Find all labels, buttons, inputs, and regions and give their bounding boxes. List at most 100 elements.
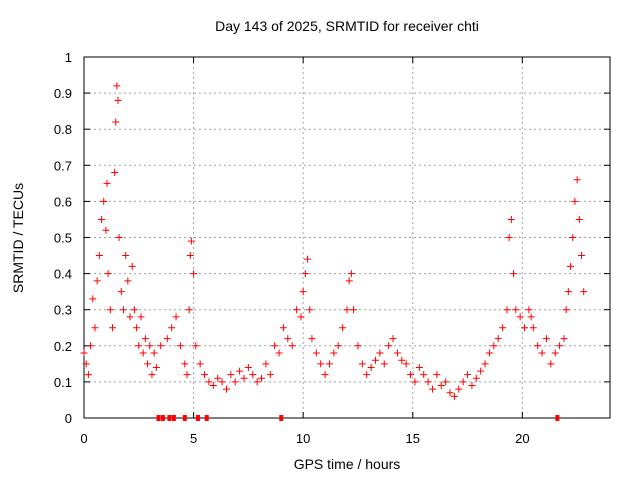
data-point: [227, 371, 235, 379]
data-point: [115, 234, 123, 241]
data-point: [343, 306, 351, 314]
data-point: [87, 342, 95, 350]
data-point: [137, 313, 145, 321]
y-tick-label: 0.4: [54, 267, 72, 282]
data-point: [186, 252, 194, 260]
data-point: [80, 349, 88, 357]
data-point: [424, 378, 432, 386]
data-point: [139, 349, 147, 357]
gap-marker: [279, 415, 284, 421]
gap-marker: [555, 415, 560, 421]
data-point: [564, 288, 572, 296]
data-point: [249, 371, 257, 379]
data-point: [325, 360, 333, 368]
data-point: [567, 262, 575, 270]
data-point: [505, 234, 513, 241]
data-point: [185, 306, 193, 314]
data-point: [104, 270, 112, 278]
data-point: [411, 378, 419, 386]
data-point: [297, 313, 305, 321]
gap-marker: [156, 415, 161, 421]
data-point: [358, 360, 366, 368]
data-point: [119, 306, 127, 314]
data-point: [113, 82, 121, 90]
data-point: [93, 277, 101, 285]
data-point: [499, 324, 507, 332]
data-point: [560, 335, 568, 343]
data-point: [398, 356, 406, 364]
plot-frame: [83, 56, 611, 419]
y-tick-label: 0.1: [54, 375, 72, 390]
gap-marker: [204, 415, 209, 421]
data-point: [284, 335, 292, 343]
x-axis-label: GPS time / hours: [293, 456, 401, 472]
data-point: [112, 118, 120, 126]
data-point: [133, 324, 141, 332]
gap-marker: [182, 415, 187, 421]
data-point: [575, 215, 583, 223]
data-point: [209, 382, 217, 390]
data-point: [363, 371, 371, 379]
data-point: [428, 385, 436, 393]
data-point: [181, 360, 189, 368]
data-point: [102, 226, 110, 234]
data-point: [578, 252, 586, 260]
y-tick-label: 0.9: [54, 86, 72, 101]
y-tick-label: 0.3: [54, 303, 72, 318]
data-point: [371, 356, 379, 364]
data-point: [288, 342, 296, 350]
data-point: [547, 360, 555, 368]
data-point: [98, 215, 106, 223]
data-point: [304, 255, 312, 263]
data-point: [150, 349, 158, 357]
y-tick-label: 1: [65, 50, 72, 65]
data-point: [183, 371, 191, 379]
data-point: [114, 96, 122, 104]
data-point: [275, 349, 283, 357]
data-point: [339, 324, 347, 332]
data-point: [152, 363, 160, 371]
data-point: [380, 360, 388, 368]
data-point: [354, 342, 362, 350]
data-point: [148, 371, 156, 379]
data-point: [420, 371, 428, 379]
data-point: [350, 306, 358, 314]
data-point: [103, 179, 111, 187]
y-tick-label: 0.7: [54, 158, 72, 173]
data-point: [468, 382, 476, 390]
data-point: [477, 367, 485, 375]
data-point: [117, 288, 125, 296]
data-point: [490, 342, 498, 350]
chart-title: Day 143 of 2025, SRMTID for receiver cht…: [215, 18, 479, 34]
data-point: [146, 342, 154, 350]
data-point: [135, 342, 143, 350]
data-point: [196, 360, 204, 368]
data-point: [89, 295, 97, 303]
data-point: [464, 371, 472, 379]
data-point: [317, 360, 325, 368]
data-point: [266, 371, 274, 379]
data-point: [141, 335, 149, 343]
data-point: [271, 342, 279, 350]
data-point: [279, 324, 287, 332]
data-point: [126, 313, 134, 321]
data-point: [330, 349, 338, 357]
data-point: [308, 335, 316, 343]
data-point: [111, 169, 119, 177]
y-tick-label: 0.2: [54, 339, 72, 354]
data-point: [512, 306, 520, 314]
data-point: [244, 363, 252, 371]
data-point: [201, 371, 209, 379]
data-point: [367, 363, 375, 371]
data-point: [507, 215, 515, 223]
data-point: [437, 382, 445, 390]
data-point: [84, 371, 92, 379]
data-point: [569, 234, 577, 241]
data-point: [205, 378, 213, 386]
gap-marker: [160, 415, 165, 421]
data-point: [385, 342, 393, 350]
data-point: [157, 342, 165, 350]
data-point: [446, 389, 454, 397]
